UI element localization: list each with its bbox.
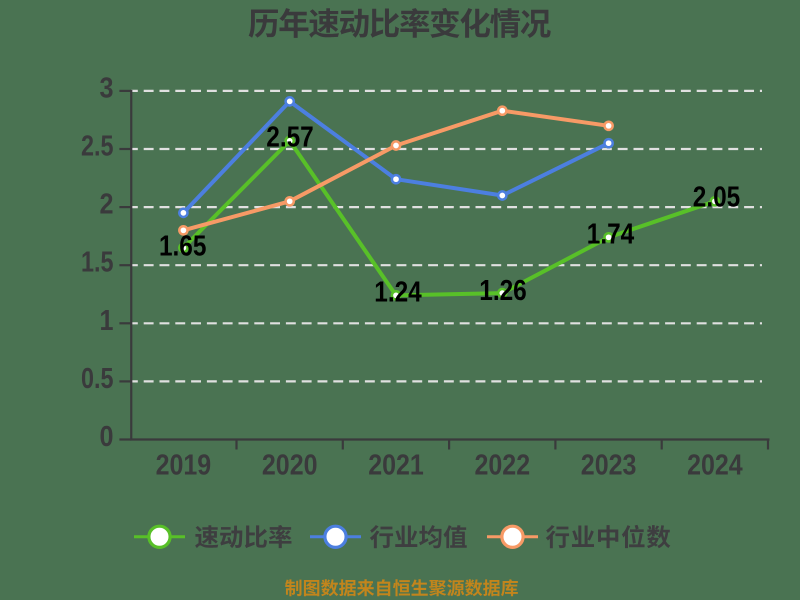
svg-text:1.65: 1.65 bbox=[159, 230, 207, 262]
svg-text:0.5: 0.5 bbox=[81, 363, 114, 395]
svg-text:1.74: 1.74 bbox=[587, 219, 635, 251]
svg-text:2024: 2024 bbox=[687, 450, 743, 482]
svg-text:2020: 2020 bbox=[262, 450, 318, 482]
svg-text:1.24: 1.24 bbox=[374, 277, 422, 309]
svg-text:2: 2 bbox=[100, 189, 114, 221]
svg-text:1: 1 bbox=[100, 305, 114, 337]
svg-text:2021: 2021 bbox=[368, 450, 424, 482]
svg-text:0: 0 bbox=[100, 421, 114, 453]
svg-text:2.57: 2.57 bbox=[266, 122, 314, 154]
svg-text:2019: 2019 bbox=[156, 450, 212, 482]
svg-text:2023: 2023 bbox=[581, 450, 637, 482]
svg-text:1.26: 1.26 bbox=[479, 275, 527, 307]
svg-text:3: 3 bbox=[100, 72, 114, 104]
svg-text:2022: 2022 bbox=[475, 450, 531, 482]
svg-text:2.5: 2.5 bbox=[81, 131, 114, 163]
svg-text:1.5: 1.5 bbox=[81, 247, 114, 279]
svg-text:2.05: 2.05 bbox=[693, 182, 741, 214]
